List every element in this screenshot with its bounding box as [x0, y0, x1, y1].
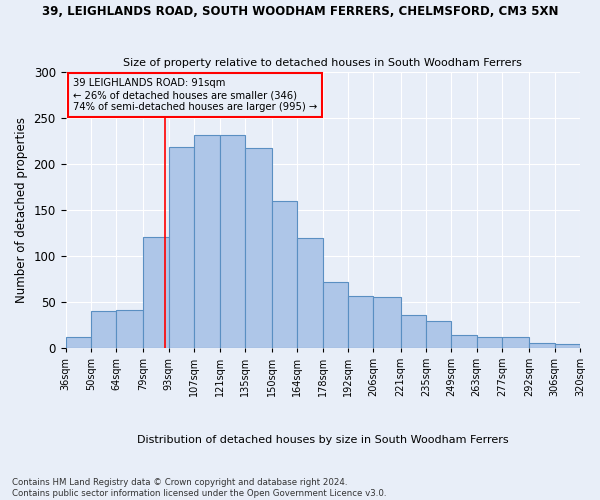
Bar: [401, 316, 426, 348]
Y-axis label: Number of detached properties: Number of detached properties: [15, 116, 28, 302]
Bar: [426, 321, 451, 347]
X-axis label: Distribution of detached houses by size in South Woodham Ferrers: Distribution of detached houses by size …: [137, 435, 509, 445]
Bar: [580, 345, 600, 348]
Bar: [348, 296, 373, 348]
Bar: [220, 135, 245, 348]
Bar: [298, 238, 323, 348]
Bar: [65, 336, 91, 347]
Bar: [194, 135, 220, 348]
Bar: [143, 237, 169, 348]
Text: Contains HM Land Registry data © Crown copyright and database right 2024.
Contai: Contains HM Land Registry data © Crown c…: [12, 478, 386, 498]
Bar: [451, 334, 477, 347]
Bar: [502, 338, 529, 347]
Bar: [529, 343, 554, 347]
Bar: [272, 202, 298, 348]
Bar: [554, 344, 580, 348]
Title: Size of property relative to detached houses in South Woodham Ferrers: Size of property relative to detached ho…: [124, 58, 522, 68]
Bar: [373, 297, 401, 348]
Bar: [169, 147, 194, 348]
Text: 39, LEIGHLANDS ROAD, SOUTH WOODHAM FERRERS, CHELMSFORD, CM3 5XN: 39, LEIGHLANDS ROAD, SOUTH WOODHAM FERRE…: [42, 5, 558, 18]
Bar: [91, 311, 116, 348]
Bar: [477, 338, 502, 347]
Text: 39 LEIGHLANDS ROAD: 91sqm
← 26% of detached houses are smaller (346)
74% of semi: 39 LEIGHLANDS ROAD: 91sqm ← 26% of detac…: [73, 78, 317, 112]
Bar: [116, 310, 143, 348]
Bar: [245, 148, 272, 348]
Bar: [323, 282, 348, 348]
